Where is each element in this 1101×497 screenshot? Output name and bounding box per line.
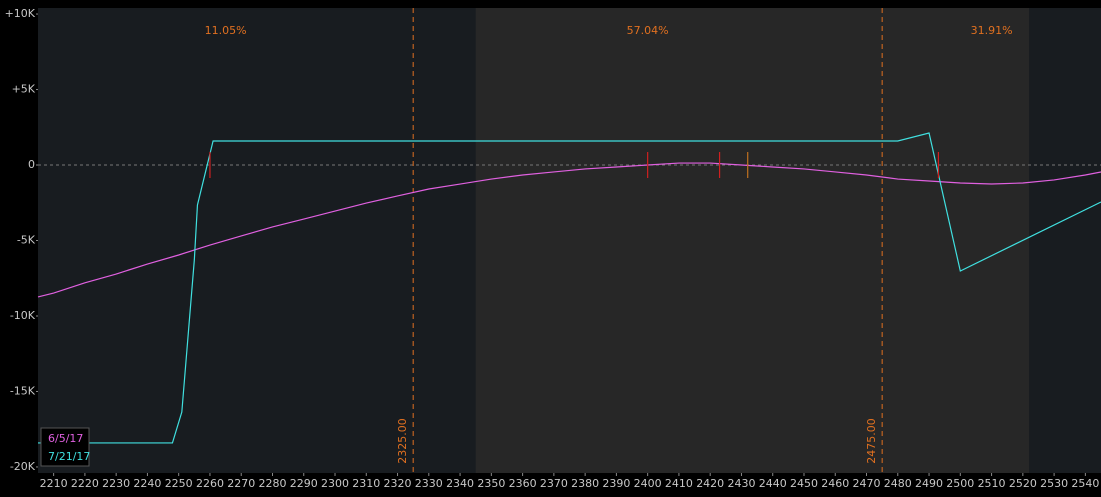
x-tick-label: 2280 [258, 477, 286, 490]
x-tick-label: 2240 [133, 477, 161, 490]
x-tick-label: 2250 [165, 477, 193, 490]
y-tick-label: -5K [17, 234, 36, 247]
x-tick-label: 2230 [102, 477, 130, 490]
probability-label: 11.05% [205, 24, 247, 37]
x-tick-label: 2470 [853, 477, 881, 490]
y-tick-label: -15K [10, 384, 36, 397]
x-tick-label: 2480 [884, 477, 912, 490]
legend-entry: 7/21/17 [48, 450, 90, 463]
probability-label: 57.04% [627, 24, 669, 37]
x-tick-label: 2390 [602, 477, 630, 490]
x-tick-label: 2430 [727, 477, 755, 490]
x-tick-label: 2400 [634, 477, 662, 490]
x-tick-label: 2220 [71, 477, 99, 490]
strike-label: 2475.00 [865, 418, 878, 464]
series-line [38, 132, 1101, 444]
x-tick-label: 2500 [946, 477, 974, 490]
y-tick-label: +5K [12, 83, 36, 96]
x-tick-label: 2320 [384, 477, 412, 490]
x-tick-label: 2490 [915, 477, 943, 490]
x-tick-label: 2370 [540, 477, 568, 490]
shaded-range [475, 8, 1030, 473]
x-tick-label: 2340 [446, 477, 474, 490]
x-tick-label: 2260 [196, 477, 224, 490]
x-tick-label: 2530 [1040, 477, 1068, 490]
x-tick-label: 2310 [352, 477, 380, 490]
x-tick-label: 2350 [477, 477, 505, 490]
y-tick-label: -10K [10, 309, 36, 322]
legend-box [40, 427, 90, 467]
x-tick-label: 2330 [415, 477, 443, 490]
x-tick-label: 2360 [509, 477, 537, 490]
x-tick-label: 2380 [571, 477, 599, 490]
x-tick-label: 2520 [1009, 477, 1037, 490]
x-tick-label: 2290 [290, 477, 318, 490]
y-tick-label: +10K [5, 7, 36, 20]
x-tick-label: 2460 [821, 477, 849, 490]
x-tick-label: 2210 [40, 477, 68, 490]
probability-label: 31.91% [971, 24, 1013, 37]
x-tick-label: 2540 [1071, 477, 1099, 490]
x-tick-label: 2440 [759, 477, 787, 490]
series-line [37, 162, 1101, 298]
x-tick-label: 2510 [978, 477, 1006, 490]
x-tick-label: 2270 [227, 477, 255, 490]
y-tick-label: -20K [10, 460, 36, 473]
x-tick-label: 2420 [696, 477, 724, 490]
x-tick-label: 2450 [790, 477, 818, 490]
legend-entry: 6/5/17 [48, 432, 83, 445]
y-tick-label: 0 [28, 158, 35, 171]
strike-label: 2325.00 [396, 418, 409, 464]
x-tick-label: 2300 [321, 477, 349, 490]
x-tick-label: 2410 [665, 477, 693, 490]
